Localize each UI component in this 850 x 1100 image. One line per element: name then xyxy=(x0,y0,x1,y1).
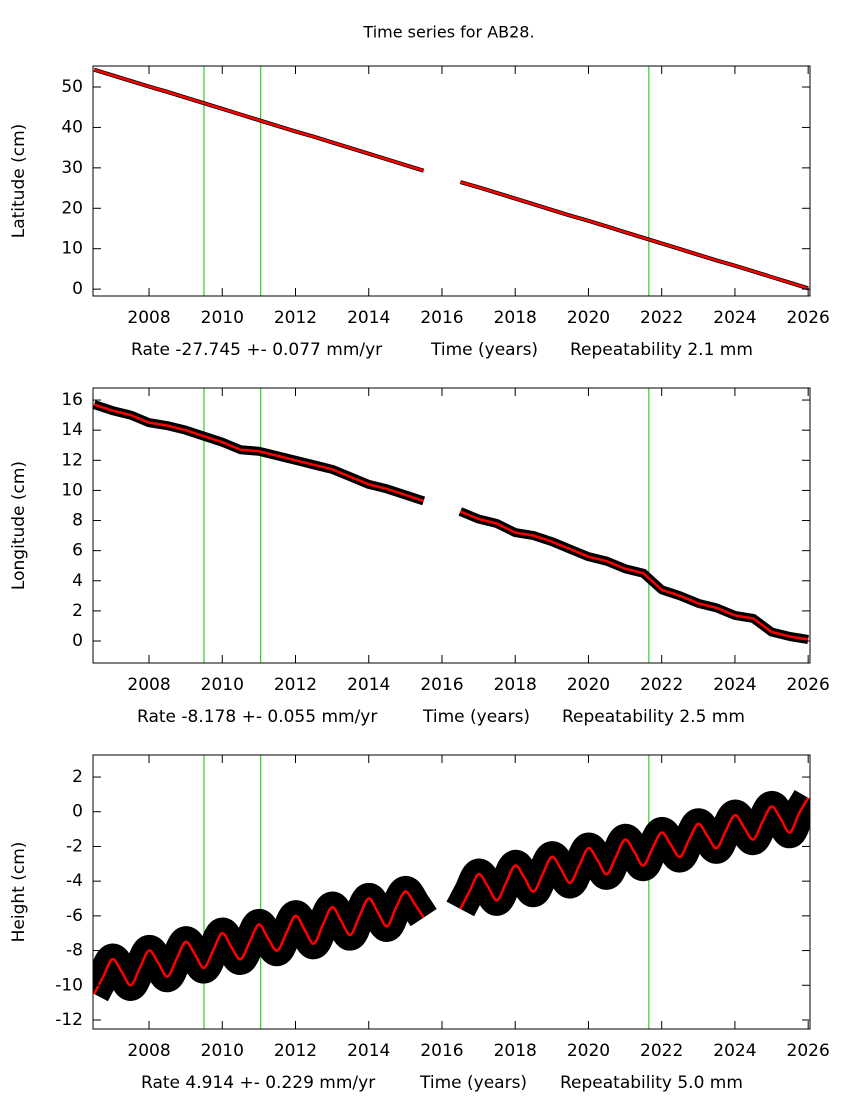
plot-frame xyxy=(92,65,811,297)
x-tick-label: 2026 xyxy=(787,308,830,328)
y-axis-label: Height (cm) xyxy=(9,842,29,943)
model-line xyxy=(93,68,809,290)
x-tick-label: 2024 xyxy=(713,675,756,695)
x-tick-label: 2012 xyxy=(274,308,317,328)
y-tick-label: -2 xyxy=(66,836,83,856)
x-tick-label: 2024 xyxy=(713,1041,756,1061)
y-tick-label: -12 xyxy=(55,1010,83,1030)
x-tick-label: 2014 xyxy=(347,308,390,328)
y-tick-label: 8 xyxy=(72,511,83,531)
x-tick-label: 2020 xyxy=(567,675,610,695)
y-tick-label: 0 xyxy=(72,802,83,822)
y-tick-label: 10 xyxy=(61,239,83,259)
model-line xyxy=(93,403,809,641)
rate-caption: Rate -8.178 +- 0.055 mm/yr xyxy=(137,707,377,727)
y-tick-label: 30 xyxy=(61,158,83,178)
plot-frame xyxy=(92,387,811,664)
y-tick-label: 14 xyxy=(61,420,83,440)
x-tick-label: 2008 xyxy=(127,675,170,695)
x-tick-label: 2012 xyxy=(274,675,317,695)
x-axis-label: Time (years) xyxy=(430,340,538,360)
plot-frame xyxy=(92,754,811,1030)
y-tick-label: -10 xyxy=(55,975,83,995)
x-tick-label: 2020 xyxy=(567,308,610,328)
x-tick-label: 2016 xyxy=(420,675,463,695)
x-tick-label: 2014 xyxy=(347,675,390,695)
x-tick-label: 2016 xyxy=(420,308,463,328)
x-tick-label: 2010 xyxy=(201,1041,244,1061)
y-tick-label: -6 xyxy=(66,906,83,926)
y-tick-label: -4 xyxy=(66,871,83,891)
x-tick-label: 2020 xyxy=(567,1041,610,1061)
x-tick-label: 2014 xyxy=(347,1041,390,1061)
y-tick-label: 0 xyxy=(72,631,83,651)
y-tick-label: 16 xyxy=(61,390,83,410)
y-axis-label: Latitude (cm) xyxy=(9,124,29,239)
y-tick-label: 20 xyxy=(61,198,83,218)
y-tick-label: 50 xyxy=(61,77,83,97)
x-tick-label: 2008 xyxy=(127,308,170,328)
x-tick-label: 2026 xyxy=(787,1041,830,1061)
model-line xyxy=(93,797,810,995)
x-tick-label: 2018 xyxy=(494,675,537,695)
repeatability-caption: Repeatability 2.1 mm xyxy=(570,340,753,360)
y-tick-label: 10 xyxy=(61,480,83,500)
rate-caption: Rate 4.914 +- 0.229 mm/yr xyxy=(141,1073,375,1093)
x-tick-label: 2018 xyxy=(494,308,537,328)
rate-caption: Rate -27.745 +- 0.077 mm/yr xyxy=(131,340,382,360)
repeatability-caption: Repeatability 5.0 mm xyxy=(560,1073,743,1093)
x-tick-label: 2022 xyxy=(640,675,683,695)
y-tick-label: -8 xyxy=(66,941,83,961)
x-tick-label: 2018 xyxy=(494,1041,537,1061)
y-tick-label: 6 xyxy=(72,541,83,561)
y-tick-label: 0 xyxy=(72,279,83,299)
x-tick-label: 2010 xyxy=(201,308,244,328)
y-tick-label: 12 xyxy=(61,450,83,470)
repeatability-caption: Repeatability 2.5 mm xyxy=(562,707,745,727)
page-title: Time series for AB28. xyxy=(362,23,534,42)
x-tick-label: 2010 xyxy=(201,675,244,695)
x-tick-label: 2026 xyxy=(787,675,830,695)
y-axis-label: Longitude (cm) xyxy=(9,461,29,590)
x-tick-label: 2024 xyxy=(713,308,756,328)
x-tick-label: 2012 xyxy=(274,1041,317,1061)
x-axis-label: Time (years) xyxy=(422,707,530,727)
y-tick-label: 4 xyxy=(72,571,83,591)
x-axis-label: Time (years) xyxy=(419,1073,527,1093)
x-tick-label: 2008 xyxy=(127,1041,170,1061)
x-tick-label: 2022 xyxy=(640,1041,683,1061)
y-tick-label: 2 xyxy=(72,601,83,621)
y-tick-label: 2 xyxy=(72,767,83,787)
x-tick-label: 2022 xyxy=(640,308,683,328)
y-tick-label: 40 xyxy=(61,117,83,137)
x-tick-label: 2016 xyxy=(420,1041,463,1061)
